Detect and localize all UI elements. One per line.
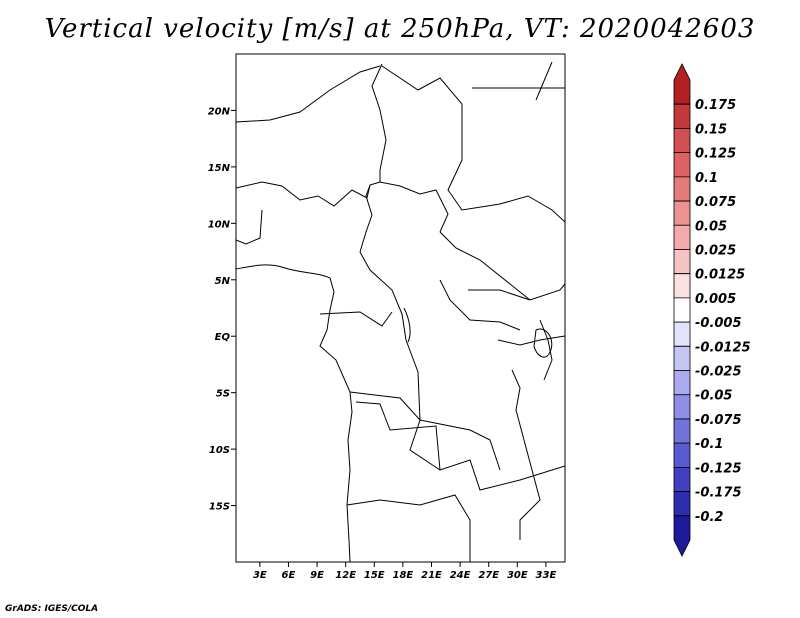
colorbar-bin xyxy=(673,224,691,250)
colorbar-label: -0.175 xyxy=(695,486,742,501)
lon-tick-label: 18E xyxy=(393,570,414,581)
colorbar-bin xyxy=(673,515,691,557)
colorbar-label: 0.175 xyxy=(695,98,736,113)
colorbar-bin xyxy=(673,418,691,444)
colorbar-bin xyxy=(673,152,691,178)
colorbar-label: 0.005 xyxy=(695,292,736,307)
lon-tick-label: 15E xyxy=(364,570,385,581)
colorbar-bin xyxy=(673,273,691,299)
colorbar-label: -0.05 xyxy=(695,389,732,404)
colorbar-label: 0.1 xyxy=(695,171,718,186)
colorbar-bin xyxy=(673,442,691,468)
colorbar-bin xyxy=(673,297,691,323)
lat-tick-label: 15N xyxy=(208,163,231,174)
longitude-axis: 3E 6E 9E 12E 15E 18E 21E 24E 27E 30E 33E xyxy=(253,562,557,581)
latitude-axis: 20N 15N 10N 5N EQ 5S 10S 15S xyxy=(208,106,236,513)
colorbar-label: -0.075 xyxy=(695,413,742,428)
colorbar-bin xyxy=(673,321,691,347)
colorbar-label: -0.2 xyxy=(695,510,723,525)
lon-tick-label: 21E xyxy=(421,570,442,581)
lat-tick-label: 10S xyxy=(209,445,230,456)
lon-tick-label: 3E xyxy=(253,570,267,581)
lat-tick-label: 20N xyxy=(208,106,231,117)
colorbar-bin xyxy=(673,63,691,105)
colorbar-label: 0.0125 xyxy=(695,268,745,283)
colorbar-label: 0.15 xyxy=(695,122,727,137)
grads-credit: GrADS: IGES/COLA xyxy=(5,604,99,614)
lat-tick-label: EQ xyxy=(215,332,231,343)
map-frame xyxy=(235,53,566,563)
colorbar-bin xyxy=(673,394,691,420)
lon-tick-label: 24E xyxy=(450,570,471,581)
colorbar-bin xyxy=(673,466,691,492)
lon-tick-label: 12E xyxy=(335,570,356,581)
vertical-velocity-field xyxy=(236,54,565,562)
colorbar-label: 0.125 xyxy=(695,147,736,162)
lat-tick-label: 5S xyxy=(216,389,230,400)
chart-title: Vertical velocity [m/s] at 250hPa, VT: 2… xyxy=(44,14,756,44)
lon-tick-label: 27E xyxy=(478,570,499,581)
colorbar-label: 0.075 xyxy=(695,195,736,210)
lat-tick-label: 5N xyxy=(215,276,231,287)
lon-tick-label: 9E xyxy=(310,570,324,581)
colorbar-label: -0.1 xyxy=(695,437,723,452)
colorbar-bin xyxy=(673,103,691,129)
colorbar-label: 0.05 xyxy=(695,219,727,234)
colorbar-bin xyxy=(673,128,691,154)
colorbar-bin xyxy=(673,249,691,275)
country-borders xyxy=(236,61,565,562)
lat-tick-label: 10N xyxy=(208,219,231,230)
lon-tick-label: 6E xyxy=(282,570,296,581)
colorbar-label: 0.025 xyxy=(695,243,736,258)
colorbar: 0.175 0.15 0.125 0.1 0.075 0.05 0.025 0.0125 0.0… xyxy=(673,63,751,557)
lon-tick-label: 30E xyxy=(507,570,528,581)
colorbar-bin xyxy=(673,370,691,396)
colorbar-label: -0.025 xyxy=(695,365,742,380)
colorbar-bin xyxy=(673,200,691,226)
colorbar-label: -0.0125 xyxy=(695,340,751,355)
colorbar-bin xyxy=(673,491,691,517)
colorbar-bin xyxy=(673,345,691,371)
lat-tick-label: 15S xyxy=(209,502,230,513)
colorbar-label: -0.005 xyxy=(695,316,742,331)
lon-tick-label: 33E xyxy=(536,570,557,581)
colorbar-bin xyxy=(673,176,691,202)
colorbar-label: -0.125 xyxy=(695,461,742,476)
